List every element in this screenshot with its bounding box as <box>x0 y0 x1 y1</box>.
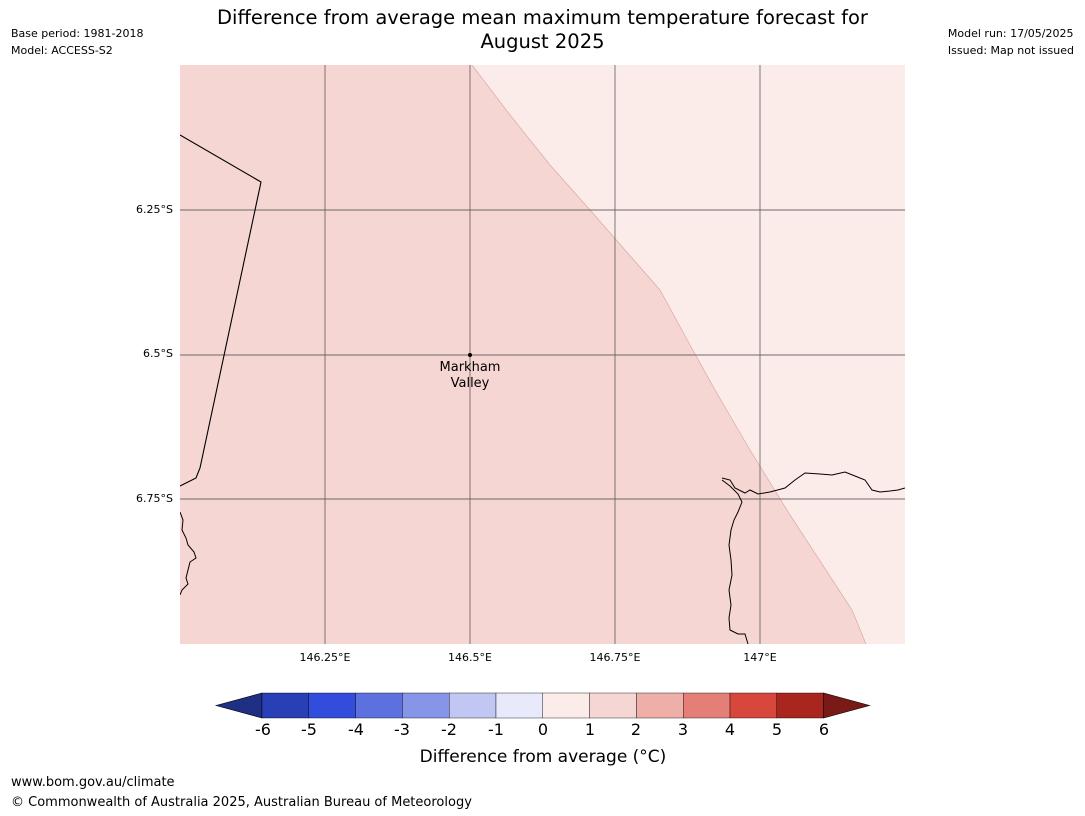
colorbar-segment <box>495 692 543 719</box>
colorbar-tick-label: 6 <box>818 720 830 739</box>
river-east <box>721 479 749 644</box>
lon-tick-label: 146.5°E <box>448 651 492 664</box>
colorbar-tick-label: -6 <box>255 720 271 739</box>
colorbar-title: Difference from average (°C) <box>419 747 667 767</box>
lat-tick-label: 6.75°S <box>136 492 173 505</box>
coastline-east <box>721 471 905 495</box>
colorbar-tick-label: 4 <box>724 720 736 739</box>
markham-valley-marker <box>468 353 472 357</box>
map-title: Difference from average mean maximum tem… <box>180 6 905 54</box>
colorbar-tick-label: -4 <box>348 720 364 739</box>
footer-url: www.bom.gov.au/climate <box>11 775 175 790</box>
colorbar-tick-label: 0 <box>537 720 549 739</box>
province-border <box>180 134 262 487</box>
colorbar-extend-min <box>214 692 263 719</box>
colorbar <box>214 692 871 719</box>
colorbar-tick-label: -1 <box>488 720 504 739</box>
colorbar-segment <box>542 692 590 719</box>
colorbar-tick-label: 3 <box>677 720 689 739</box>
model-text: Model: ACCESS-S2 <box>11 44 113 57</box>
colorbar-tick-label: 1 <box>584 720 596 739</box>
map-plot-area <box>180 65 905 644</box>
colorbar-extend-max <box>823 692 871 719</box>
footer-copyright: © Commonwealth of Australia 2025, Austra… <box>11 795 472 810</box>
colorbar-segment <box>402 692 450 719</box>
colorbar-segment <box>449 692 497 719</box>
colorbar-segment <box>261 692 309 719</box>
colorbar-segment <box>683 692 731 719</box>
map-title-line1: Difference from average mean maximum tem… <box>217 6 868 29</box>
colorbar-tick-label: -2 <box>441 720 457 739</box>
colorbar-tick-label: -5 <box>301 720 317 739</box>
colorbar-segment <box>776 692 824 719</box>
place-label-line2: Valley <box>450 376 490 391</box>
colorbar-tick-label: 2 <box>630 720 642 739</box>
lon-tick-label: 146.75°E <box>589 651 641 664</box>
colorbar-tick-label: 5 <box>771 720 783 739</box>
colorbar-segment <box>636 692 684 719</box>
place-label-line1: Markham <box>439 360 501 375</box>
issued-text: Issued: Map not issued <box>947 44 1074 57</box>
base-period-text: Base period: 1981-2018 <box>11 27 144 40</box>
colorbar-segment <box>729 692 777 719</box>
region-boundary <box>471 65 867 644</box>
meta-right: Model run: 17/05/2025 Issued: Map not is… <box>948 25 1074 59</box>
colorbar-segment <box>308 692 356 719</box>
coastline-west <box>180 511 197 596</box>
lon-tick-label: 146.25°E <box>299 651 351 664</box>
model-run-text: Model run: 17/05/2025 <box>947 27 1074 40</box>
lon-tick-label: 147°E <box>743 651 777 664</box>
meta-left: Base period: 1981-2018 Model: ACCESS-S2 <box>11 25 143 59</box>
lat-tick-label: 6.25°S <box>136 203 173 216</box>
map-title-line2: August 2025 <box>480 30 605 53</box>
place-label-markham-valley: Markham Valley <box>420 360 520 392</box>
colorbar-segment <box>589 692 637 719</box>
lat-tick-label: 6.5°S <box>143 347 173 360</box>
colorbar-tick-label: -3 <box>394 720 410 739</box>
colorbar-segment <box>355 692 403 719</box>
